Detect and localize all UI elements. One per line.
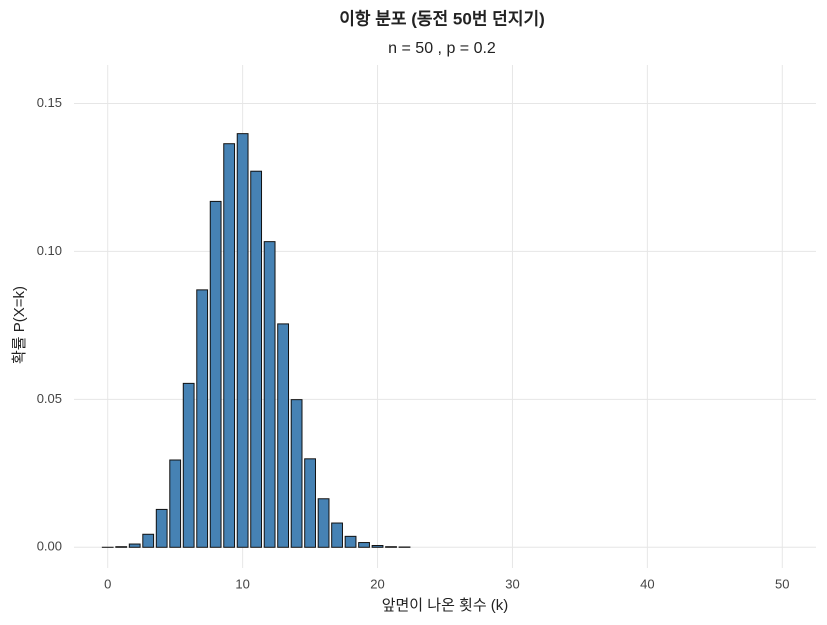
y-tick-label: 0.10 [37,243,62,258]
bar [115,546,128,548]
x-tick-label: 30 [505,576,519,591]
chart-title: 이항 분포 (동전 50번 던지기) [339,8,545,28]
bar [290,399,303,548]
bar [169,459,182,548]
bar [331,522,343,548]
y-axis-title: 확률 P(X=k) [11,286,28,364]
bar [209,200,222,548]
bar [236,133,249,548]
bar [250,170,263,548]
bar [196,289,209,548]
bar [263,241,276,548]
bar [358,542,370,548]
bar [142,533,155,548]
bar [155,508,168,548]
y-tick-label: 0.05 [37,391,62,406]
bar [304,458,316,548]
bar [223,143,236,548]
y-tick-label: 0.00 [37,539,62,554]
bar [277,323,290,548]
y-tick-label: 0.15 [37,95,62,110]
x-tick-label: 20 [370,576,384,591]
x-tick-label: 10 [235,576,249,591]
bar [128,543,141,548]
bar [385,546,397,548]
bar [344,535,357,548]
bar [317,498,330,548]
bar [182,382,195,548]
chart-subtitle: n = 50 , p = 0.2 [388,40,496,57]
x-tick-label: 50 [775,576,789,591]
x-tick-label: 40 [640,576,654,591]
x-axis-title: 앞면이 나온 횟수 (k) [382,597,509,614]
x-tick-label: 0 [104,576,111,591]
bar [371,545,384,548]
